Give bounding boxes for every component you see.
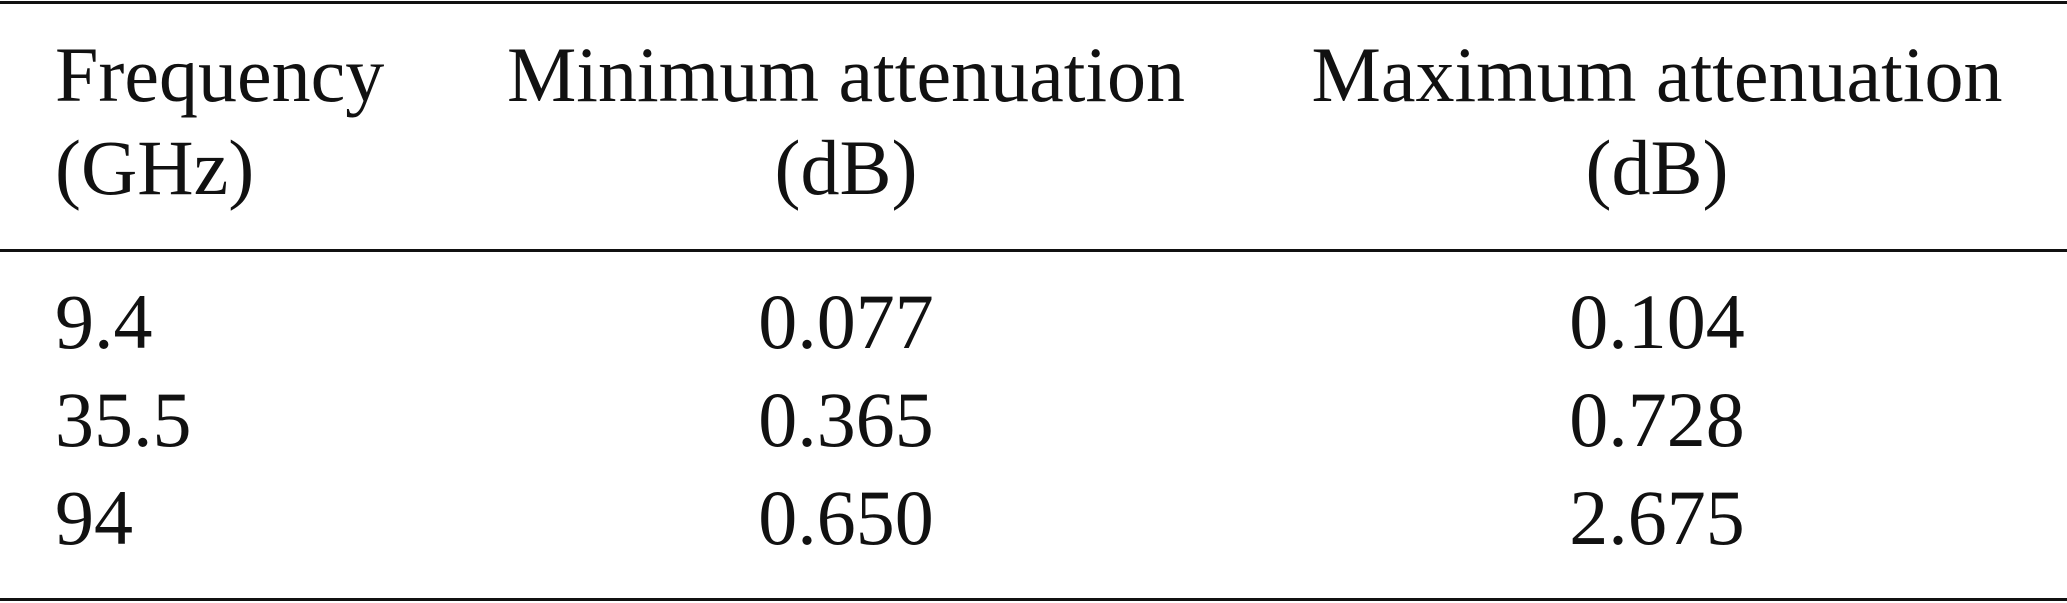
- bottom-rule: [0, 598, 2067, 601]
- header-text: Minimum attenuation: [506, 31, 1186, 118]
- cell-text: 94: [55, 474, 133, 561]
- header-text: (GHz): [55, 124, 255, 211]
- top-rule: [0, 1, 2067, 4]
- cell-text: 0.650: [758, 474, 934, 561]
- cell-text: 0.365: [758, 376, 934, 463]
- cell-text: 0.104: [1569, 278, 1745, 365]
- header-text: Maximum attenuation: [1311, 31, 2003, 118]
- cell-text: 35.5: [55, 376, 192, 463]
- header-text: (dB): [1585, 124, 1729, 211]
- cell-text: 2.675: [1569, 474, 1745, 561]
- cell-text: 9.4: [55, 278, 153, 365]
- header-text: Frequency: [55, 31, 385, 118]
- cell-text: 0.728: [1569, 376, 1745, 463]
- cell-text: 0.077: [758, 278, 934, 365]
- mid-rule: [0, 249, 2067, 252]
- header-text: (dB): [774, 124, 918, 211]
